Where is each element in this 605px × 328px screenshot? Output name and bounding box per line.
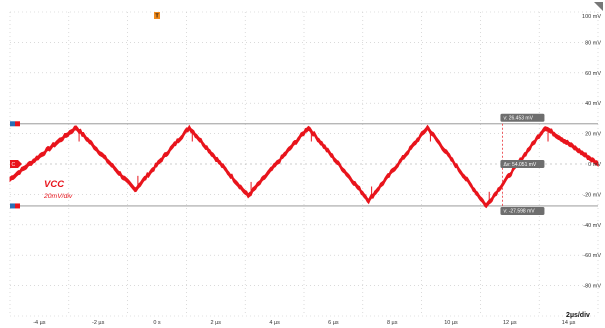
cursor-y2-readout[interactable]: v: -27.598 mV bbox=[500, 206, 545, 215]
cursor-delta-text: Δv: 54.051 mV bbox=[503, 162, 536, 168]
trigger-marker-letter: T bbox=[155, 14, 159, 20]
trigger-marker-box bbox=[154, 12, 160, 19]
y-tick-label: -20 mV bbox=[583, 192, 601, 198]
cursor-delta-readout[interactable]: Δv: 54.051 mV bbox=[500, 160, 545, 168]
x-tick-label: -4 µs bbox=[33, 320, 46, 326]
y-tick-label: 100 mV bbox=[582, 14, 601, 20]
x-tick-label: 2 µs bbox=[211, 320, 222, 326]
cursor-y2-marker[interactable] bbox=[10, 203, 20, 209]
channel-offset-letter: C bbox=[12, 162, 16, 168]
x-tick-label: 12 µs bbox=[503, 320, 517, 326]
cursor-y1-box bbox=[500, 113, 545, 122]
cursor-y2-marker-right bbox=[15, 203, 20, 209]
cursor-y1-marker[interactable] bbox=[10, 121, 20, 127]
cursor-y1-marker-right bbox=[15, 121, 20, 127]
y-tick-label: -80 mV bbox=[583, 284, 601, 290]
time-scale-label: 2µs/div bbox=[566, 312, 590, 319]
top-right-corner-icon bbox=[594, 2, 603, 11]
y-tick-label: 80 mV bbox=[585, 40, 601, 46]
x-tick-label: 14 µs bbox=[562, 320, 576, 326]
x-tick-label: 10 µs bbox=[444, 320, 458, 326]
trigger-position-marker[interactable]: T bbox=[154, 12, 160, 20]
y-tick-label: 60 mV bbox=[585, 71, 601, 77]
cursor-y1-text: v: 26.453 mV bbox=[503, 116, 533, 122]
x-tick-label: 6 µs bbox=[328, 320, 339, 326]
cursor-y2-box bbox=[500, 206, 545, 215]
trace-layer bbox=[9, 124, 599, 209]
y-tick-label: 40 mV bbox=[585, 101, 601, 107]
y-tick-label: 0 mV bbox=[588, 162, 601, 168]
y-tick-label: -60 mV bbox=[583, 253, 601, 259]
channel-label: VCC bbox=[44, 179, 64, 190]
cursor-y1-marker-left bbox=[10, 121, 15, 127]
x-tick-label: 4 µs bbox=[269, 320, 280, 326]
y-tick-labels: 100 mV 80 mV 60 mV 40 mV 20 mV 0 mV -20 mV -40 … bbox=[582, 14, 601, 290]
cursor-y2-text: v: -27.598 mV bbox=[503, 209, 535, 215]
y-tick-label: 20 mV bbox=[585, 132, 601, 138]
x-tick-labels: -4 µs -2 µs 0 s 2 µs 4 µs 6 µs 8 µs 10 µs 12 µs 1… bbox=[33, 320, 575, 326]
vcc-trace bbox=[9, 124, 599, 209]
channel-offset-marker[interactable]: C bbox=[10, 160, 22, 168]
cursor-y2-marker-left bbox=[10, 203, 15, 209]
x-tick-label: -2 µs bbox=[92, 320, 105, 326]
x-tick-label: 8 µs bbox=[387, 320, 398, 326]
x-tick-label: 0 s bbox=[153, 320, 161, 326]
cursor-delta-box bbox=[500, 160, 545, 168]
channel-offset-arrow bbox=[10, 160, 22, 168]
vertical-scale-label: 20mV/div bbox=[43, 193, 73, 200]
cursor-y1-readout[interactable]: v: 26.453 mV bbox=[500, 113, 545, 122]
y-tick-label: -40 mV bbox=[583, 223, 601, 229]
